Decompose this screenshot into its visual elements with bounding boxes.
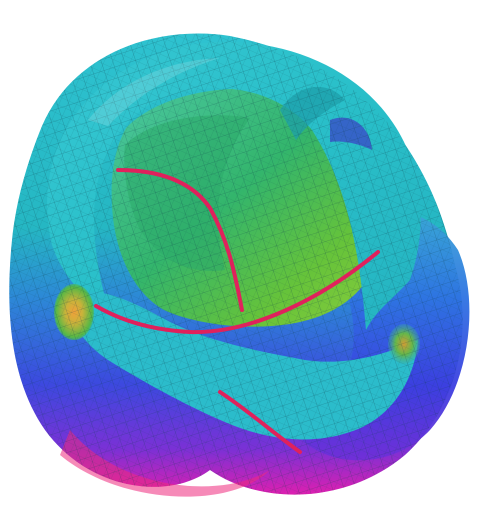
surface-highlight xyxy=(88,58,220,126)
red-curve-lower xyxy=(218,390,302,454)
red-curve-upper xyxy=(116,168,244,312)
red-curve-middle xyxy=(94,250,380,335)
